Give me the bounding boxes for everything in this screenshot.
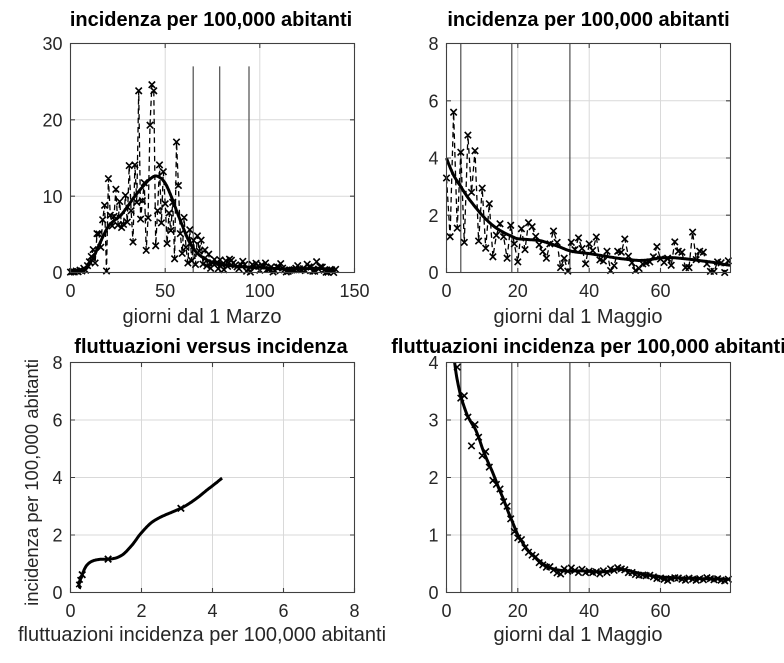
svg-text:giorni dal 1 Maggio: giorni dal 1 Maggio	[494, 306, 663, 328]
svg-text:20: 20	[508, 601, 528, 621]
svg-text:8: 8	[349, 601, 359, 621]
svg-text:2: 2	[52, 526, 62, 546]
svg-text:0: 0	[52, 263, 62, 283]
svg-text:0: 0	[65, 281, 75, 301]
svg-text:4: 4	[428, 353, 438, 373]
svg-text:0: 0	[441, 601, 451, 621]
svg-text:2: 2	[136, 601, 146, 621]
svg-text:0: 0	[428, 583, 438, 603]
svg-text:0: 0	[65, 601, 75, 621]
svg-text:giorni dal 1 Marzo: giorni dal 1 Marzo	[123, 306, 282, 328]
svg-text:1: 1	[428, 526, 438, 546]
svg-text:150: 150	[339, 281, 369, 301]
svg-text:2: 2	[428, 206, 438, 226]
svg-text:incidenza per 100,000 abitanti: incidenza per 100,000 abitanti	[70, 9, 352, 31]
svg-text:4: 4	[52, 468, 62, 488]
svg-text:4: 4	[428, 149, 438, 169]
svg-text:8: 8	[428, 34, 438, 54]
svg-text:60: 60	[650, 281, 670, 301]
svg-text:0: 0	[441, 281, 451, 301]
svg-text:50: 50	[155, 281, 175, 301]
svg-text:30: 30	[42, 34, 62, 54]
svg-text:20: 20	[508, 281, 528, 301]
svg-text:40: 40	[579, 281, 599, 301]
svg-text:8: 8	[52, 353, 62, 373]
svg-text:100: 100	[245, 281, 275, 301]
svg-text:40: 40	[579, 601, 599, 621]
svg-text:fluttuazioni incidenza per 100: fluttuazioni incidenza per 100,000 abita…	[391, 336, 784, 358]
svg-text:4: 4	[207, 601, 217, 621]
svg-text:fluttuazioni versus incidenza: fluttuazioni versus incidenza	[74, 336, 348, 358]
svg-text:incidenza per 100,000 abitanti: incidenza per 100,000 abitanti	[447, 9, 729, 31]
svg-text:2: 2	[428, 468, 438, 488]
svg-text:0: 0	[52, 583, 62, 603]
svg-text:incidenza per 100,000 abitanti: incidenza per 100,000 abitanti	[21, 359, 42, 606]
svg-text:0: 0	[428, 263, 438, 283]
svg-text:6: 6	[278, 601, 288, 621]
svg-text:10: 10	[42, 187, 62, 207]
svg-text:60: 60	[650, 601, 670, 621]
svg-text:giorni dal 1 Maggio: giorni dal 1 Maggio	[494, 624, 663, 646]
svg-text:3: 3	[428, 411, 438, 431]
svg-text:6: 6	[52, 411, 62, 431]
svg-text:6: 6	[428, 91, 438, 111]
svg-text:20: 20	[42, 110, 62, 130]
svg-text:fluttuazioni incidenza per 100: fluttuazioni incidenza per 100,000 abita…	[18, 624, 386, 646]
